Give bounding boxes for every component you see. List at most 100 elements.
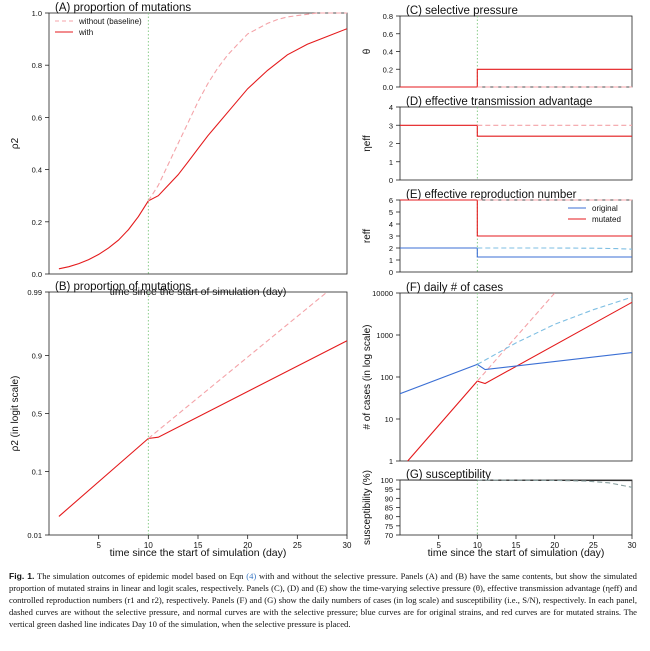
y-tick-label: 85 (385, 504, 393, 513)
y-tick-label: 1 (389, 457, 393, 466)
x-tick-label: 30 (628, 541, 637, 550)
y-axis-label: θ (362, 48, 373, 54)
y-tick-label: 2 (389, 140, 393, 149)
y-tick-label: 0.01 (27, 531, 42, 540)
legend-label: original (592, 204, 618, 213)
panel-d: (D) effective transmission advantage 0 1 2 3… (362, 96, 633, 185)
y-tick-label: 0.9 (32, 351, 42, 360)
y-tick-label: 4 (389, 103, 393, 112)
figure: (A) proportion of mutations 0.0 0.2 0.4 0.6 0… (10, 2, 637, 559)
series-group (400, 199, 632, 258)
series-group (400, 68, 632, 88)
y-tick-label: 0.4 (32, 166, 42, 175)
y-axis-label: # of cases (in log scale) (362, 324, 373, 429)
series-line (400, 199, 632, 237)
series-group (58, 291, 347, 517)
panel-title: (B) proportion of mutations (55, 281, 191, 293)
y-tick-label: 0.2 (383, 65, 393, 74)
x-tick-label: 20 (243, 541, 252, 550)
series-line (58, 28, 347, 270)
y-tick-label: 0.4 (383, 48, 393, 57)
series-group (58, 12, 347, 270)
series-group (400, 292, 632, 462)
panel-a: (A) proportion of mutations 0.0 0.2 0.4 0.6 0… (10, 2, 348, 298)
panel-e: (E) effective reproduction number 0 1 2 3 4 5 6… (362, 189, 633, 277)
x-tick-label: 25 (293, 541, 302, 550)
series-group (400, 479, 632, 488)
y-tick-label: 5 (389, 208, 393, 217)
x-tick-label: 30 (343, 541, 352, 550)
caption-text-2: with and without the selective pressure.… (9, 571, 637, 629)
y-tick-label: 70 (385, 531, 393, 540)
legend-label: with (78, 28, 93, 37)
y-axis-label: susceptibility (%) (362, 470, 373, 545)
plot-frame (48, 291, 348, 536)
y-tick-label: 95 (385, 485, 393, 494)
x-tick-label: 20 (550, 541, 559, 550)
caption-label: Fig. 1. (9, 571, 35, 581)
panel-title: (D) effective transmission advantage (406, 96, 592, 108)
panel-b: (B) proportion of mutations 0.01 0.1 0.5 0.9… (10, 281, 352, 559)
y-axis-label: ρ2 (10, 137, 21, 149)
panel-f: (F) daily # of cases 1 10 100 1000 10000 # of … (362, 282, 633, 466)
y-tick-label: 4 (389, 220, 393, 229)
series-line (400, 124, 632, 137)
y-tick-label: 0.8 (32, 61, 42, 70)
series-line (400, 247, 632, 258)
y-tick-label: 6 (389, 196, 393, 205)
y-tick-label: 0 (389, 268, 393, 277)
legend-label: without (baseline) (78, 17, 142, 26)
y-tick-label: 3 (389, 121, 393, 130)
y-tick-label: 0.1 (32, 468, 42, 477)
x-tick-label: 10 (144, 541, 153, 550)
series-line (400, 68, 632, 88)
panel-c: (C) selective pressure 0.0 0.2 0.4 0.6 0.8 θ (362, 5, 633, 92)
y-tick-label: 0.6 (32, 113, 42, 122)
y-tick-label: 1 (389, 256, 393, 265)
y-tick-label: 10 (385, 415, 393, 424)
panel-title: (C) selective pressure (406, 5, 518, 17)
y-axis-label: reff (362, 229, 373, 243)
y-tick-label: 100 (380, 476, 393, 485)
y-tick-label: 100 (380, 373, 393, 382)
caption-eqn-ref[interactable]: (4) (246, 571, 257, 581)
x-axis-label: time since the start of simulation (day) (428, 547, 605, 559)
y-tick-label: 1 (389, 158, 393, 167)
y-tick-label: 2 (389, 244, 393, 253)
y-tick-label: 1.0 (32, 9, 42, 18)
y-tick-label: 3 (389, 232, 393, 241)
plot-frame (399, 292, 633, 462)
x-tick-label: 15 (194, 541, 203, 550)
x-axis-label: time since the start of simulation (day) (110, 547, 287, 559)
legend-background (564, 202, 628, 227)
y-tick-label: 0.2 (32, 218, 42, 227)
y-tick-label: 0.5 (32, 410, 42, 419)
y-tick-label: 0.8 (383, 12, 393, 21)
plot-frame (399, 15, 633, 88)
series-line (407, 301, 632, 462)
series-line (476, 292, 556, 382)
plot-frame (399, 106, 633, 181)
x-tick-label: 25 (589, 541, 598, 550)
x-tick-label: 5 (96, 541, 101, 550)
series-line (400, 479, 632, 482)
series-line (477, 479, 632, 488)
series-line (477, 247, 632, 250)
y-tick-label: 0.0 (383, 83, 393, 92)
series-group (400, 124, 632, 137)
caption-text-1: The simulation outcomes of epidemic mode… (34, 571, 247, 581)
y-tick-label: 0.6 (383, 30, 393, 39)
legend-label: mutated (592, 215, 621, 224)
figure-caption: Fig. 1. The simulation outcomes of epide… (9, 570, 637, 630)
series-line (400, 352, 632, 395)
y-tick-label: 0.0 (32, 270, 42, 279)
y-tick-label: 90 (385, 494, 393, 503)
y-tick-label: 75 (385, 522, 393, 531)
x-tick-label: 5 (436, 541, 441, 550)
panel-title: (E) effective reproduction number (406, 189, 577, 201)
series-line (147, 12, 347, 202)
y-tick-label: 1000 (376, 331, 393, 340)
series-line (147, 291, 328, 439)
y-axis-label: ηeff (362, 135, 373, 152)
